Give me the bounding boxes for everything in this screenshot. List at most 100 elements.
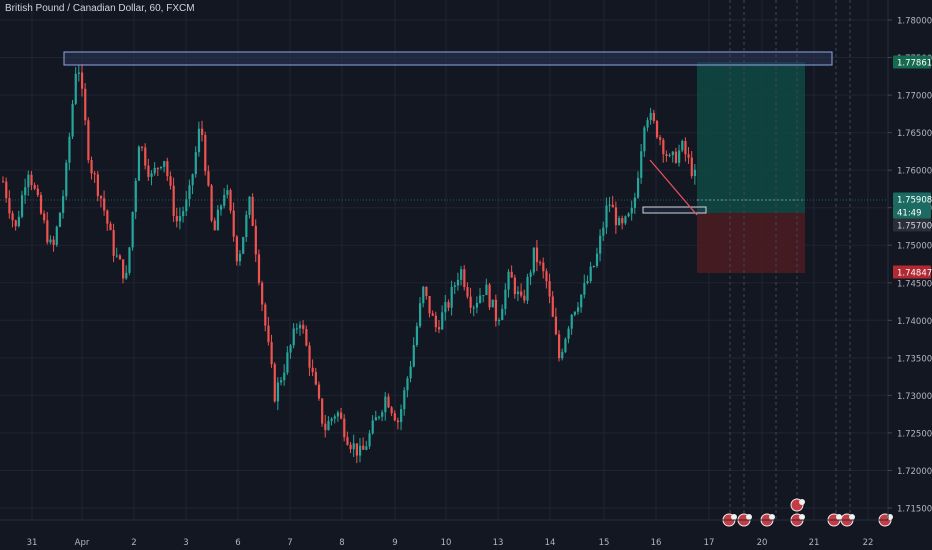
candle-body [182, 211, 185, 217]
candle-body [362, 445, 365, 450]
candle-body [17, 216, 20, 227]
candle-body [640, 151, 643, 178]
candle-body [314, 372, 317, 385]
candle-body [681, 141, 684, 151]
candle-body [333, 416, 336, 419]
candle-body [216, 209, 220, 231]
candle-body [441, 312, 444, 330]
candle-body [254, 225, 257, 255]
candle-body [450, 286, 453, 308]
candle-body [159, 166, 163, 169]
candle-body [305, 328, 308, 346]
time-label: 17 [704, 538, 715, 548]
candle-body [144, 147, 147, 166]
candle-body [482, 295, 485, 297]
candle-body [567, 328, 570, 339]
price-label: 1.76500 [897, 129, 932, 139]
candle-body [437, 327, 441, 330]
event-flag-icon [746, 514, 752, 520]
candle-body [349, 444, 352, 450]
candle-body [599, 235, 602, 254]
candle-body [662, 139, 665, 155]
time-label: 3 [183, 538, 188, 548]
candle-body [188, 185, 191, 200]
candle-body [185, 199, 188, 212]
candle-body [444, 302, 447, 313]
candle-body [340, 412, 343, 419]
candle-body [545, 271, 548, 282]
candle-body [535, 247, 539, 263]
candle-body [289, 345, 292, 353]
profit-zone[interactable] [697, 62, 805, 213]
candle-body [665, 154, 668, 156]
candle-body [381, 412, 384, 417]
candle-body [90, 160, 93, 174]
time-label: 8 [339, 538, 344, 548]
candle-body [84, 88, 87, 121]
candle-body [400, 409, 403, 423]
resistance-zone[interactable] [63, 51, 833, 66]
candle-body [267, 325, 270, 343]
candle-body [112, 230, 115, 256]
candle-body [226, 190, 229, 195]
event-flag-icon [799, 499, 805, 505]
candle-body [39, 194, 43, 214]
candle-body [103, 198, 106, 211]
candle-body [377, 416, 381, 418]
candle-body [586, 281, 589, 284]
candle-body [251, 196, 254, 226]
candle-body [589, 266, 592, 282]
candle-body [207, 171, 210, 186]
candle-body [49, 239, 52, 243]
candle-body [27, 174, 30, 188]
price-label: 1.72000 [897, 467, 932, 477]
candle-body [409, 366, 412, 379]
price-label: 1.76000 [897, 167, 932, 177]
candle-body [115, 255, 118, 257]
entry-zone[interactable] [642, 206, 707, 214]
candle-body [554, 316, 558, 335]
candle-body [504, 289, 507, 309]
target-price-tag-text: 1.77861 [897, 59, 932, 69]
candle-body [270, 342, 273, 365]
candle-body [264, 304, 267, 326]
current-price-tag [893, 192, 931, 206]
wedge-trendline[interactable] [649, 159, 698, 216]
candle-body [191, 174, 194, 186]
price-label: 1.77000 [897, 92, 932, 102]
candle-body [548, 281, 551, 297]
candle-body [175, 216, 178, 222]
candle-body [551, 296, 554, 317]
candle-body [627, 213, 630, 217]
candle-body [371, 420, 374, 434]
candle-body [415, 326, 419, 345]
candle-body [134, 180, 137, 212]
stop-price-tag-text: 1.74847 [897, 269, 932, 279]
candle-body [516, 291, 520, 295]
candle-body [99, 195, 103, 199]
candle-body [74, 73, 77, 104]
candle-body [469, 296, 472, 308]
candle-body [447, 302, 450, 308]
candle-body [308, 345, 311, 368]
candles-layer [2, 64, 697, 464]
candle-body [453, 285, 456, 287]
candle-body [422, 286, 425, 304]
candle-body [14, 220, 17, 227]
loss-zone[interactable] [697, 213, 805, 273]
time-label: 21 [809, 538, 820, 548]
price-label: 1.71500 [897, 505, 932, 515]
candle-body [229, 190, 232, 211]
candle-body [248, 196, 251, 215]
candle-body [43, 213, 46, 221]
candle-body [526, 276, 529, 301]
candle-body [52, 239, 55, 245]
candle-body [219, 205, 223, 210]
candle-body [434, 315, 437, 328]
candle-body [295, 328, 298, 330]
candle-body [336, 412, 340, 417]
candle-body [210, 185, 213, 221]
candle-body [71, 103, 74, 137]
candle-body [431, 313, 434, 316]
